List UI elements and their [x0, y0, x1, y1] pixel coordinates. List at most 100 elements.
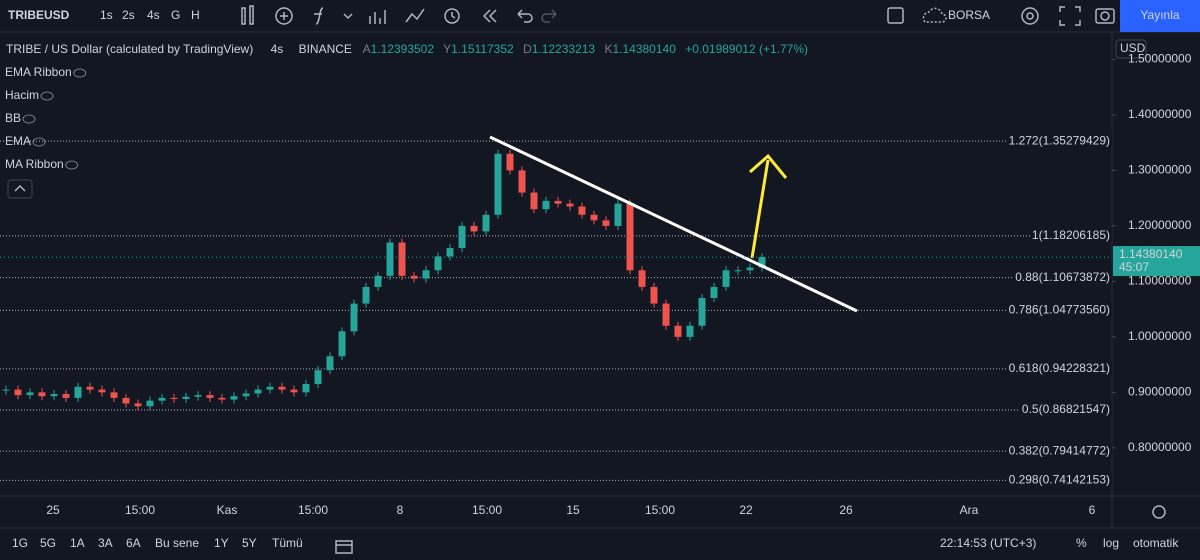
time-label: Kas [217, 503, 238, 517]
candle [710, 286, 718, 299]
candle [170, 397, 178, 400]
percent-toggle[interactable]: % [1076, 536, 1087, 550]
indicator-label[interactable]: Hacim [5, 88, 39, 102]
candle [434, 256, 442, 271]
candle [542, 200, 550, 210]
ohlc-value: 1.14380140 [612, 42, 676, 56]
indicator-label[interactable]: EMA Ribbon [5, 65, 72, 79]
visibility-icon[interactable] [32, 137, 46, 147]
time-label: 15:00 [472, 503, 502, 517]
candle [86, 386, 94, 390]
fib-label-bg [1019, 402, 1112, 417]
range-button[interactable]: 3A [98, 536, 113, 550]
trend-line [489, 135, 858, 313]
fib-label-bg [1006, 472, 1113, 487]
ohlc-key: A [363, 42, 371, 56]
candle [50, 394, 58, 397]
candle [98, 389, 106, 393]
candle [398, 242, 406, 276]
range-button[interactable]: 5G [40, 536, 56, 550]
fib-label: 0.88(1.10673872) [1015, 270, 1110, 284]
candle [74, 386, 82, 398]
exchange-button[interactable]: BORSA [948, 8, 990, 22]
interval-button[interactable]: G [171, 8, 180, 22]
candle [26, 392, 34, 396]
range-button[interactable]: 1Y [214, 536, 229, 550]
range-button[interactable]: 6A [126, 536, 141, 550]
time-label: 15:00 [645, 503, 675, 517]
candle [722, 270, 730, 287]
candle [302, 384, 310, 393]
visibility-icon[interactable] [65, 160, 79, 170]
fib-label-bg [1006, 133, 1113, 148]
candle [518, 170, 526, 193]
candle [110, 392, 118, 398]
candle [386, 242, 394, 276]
time-label: 15:00 [125, 503, 155, 517]
last-price-tag [1113, 246, 1200, 277]
ohlc-key: D [523, 42, 532, 56]
range-button[interactable]: Bu sene [155, 536, 199, 550]
auto-toggle[interactable]: otomatik [1133, 536, 1179, 550]
range-button[interactable]: 1A [70, 536, 85, 550]
fib-label: 0.382(0.79414772) [1009, 443, 1110, 457]
price-label: 1.40000000 [1128, 107, 1192, 121]
candle [626, 203, 634, 271]
interval-button[interactable]: 2s [122, 8, 135, 22]
candle [290, 389, 298, 393]
range-button[interactable]: 1G [12, 536, 28, 550]
ohlc-value: 1.12233213 [532, 42, 596, 56]
candle [650, 286, 658, 304]
currency[interactable]: USD [1120, 41, 1146, 55]
indicator-label[interactable]: BB [5, 111, 21, 125]
price-label: 1.00000000 [1128, 329, 1192, 343]
fib-label-bg [1006, 443, 1113, 458]
clock: 22:14:53 (UTC+3) [940, 536, 1036, 550]
fib-label: 0.786(1.04773560) [1009, 303, 1110, 317]
arrow [749, 153, 788, 259]
legend-title: TRIBE / US Dollar (calculated by Trading… [6, 42, 253, 56]
ohlc-key: K [604, 42, 612, 56]
fib-label-bg [1029, 228, 1112, 243]
candle [698, 298, 706, 326]
visibility-icon[interactable] [22, 114, 36, 124]
range-button[interactable]: Tümü [272, 536, 303, 550]
candle [242, 393, 250, 397]
candle [674, 325, 682, 337]
candle [530, 192, 538, 210]
candle [182, 396, 190, 400]
interval-button[interactable]: 4s [147, 8, 160, 22]
candle [746, 267, 754, 271]
candle [614, 203, 622, 226]
legend-change: +0.01989012 (+1.77%) [685, 42, 808, 56]
fib-label: 1(1.18206185) [1032, 228, 1110, 242]
indicator-label[interactable]: MA Ribbon [5, 157, 64, 171]
legend-exchange: BINANCE [299, 42, 352, 56]
time-label: 26 [839, 503, 853, 517]
candle [254, 389, 262, 394]
interval-button[interactable]: H [191, 8, 200, 22]
log-toggle[interactable]: log [1103, 536, 1119, 550]
time-label: Ara [960, 503, 979, 517]
candle [494, 153, 502, 215]
publish-button[interactable]: Yayınla [1140, 8, 1179, 22]
candle [314, 370, 322, 385]
candle [446, 248, 454, 257]
price-label: 0.80000000 [1128, 440, 1192, 454]
price-label: 0.90000000 [1128, 385, 1192, 399]
last-price-label: 1.14380140 [1119, 247, 1183, 261]
candle [206, 395, 214, 398]
visibility-icon[interactable] [40, 91, 54, 101]
time-label: 6 [1089, 503, 1096, 517]
range-button[interactable]: 5Y [242, 536, 257, 550]
candle [686, 325, 694, 337]
candle [470, 225, 478, 232]
symbol[interactable]: TRIBEUSD [8, 8, 70, 22]
price-label: 1.10000000 [1128, 274, 1192, 288]
candle [374, 275, 382, 287]
fib-label: 0.618(0.94228321) [1009, 361, 1110, 375]
interval-button[interactable]: 1s [100, 8, 113, 22]
visibility-icon[interactable] [73, 68, 87, 78]
time-label: 8 [397, 503, 404, 517]
